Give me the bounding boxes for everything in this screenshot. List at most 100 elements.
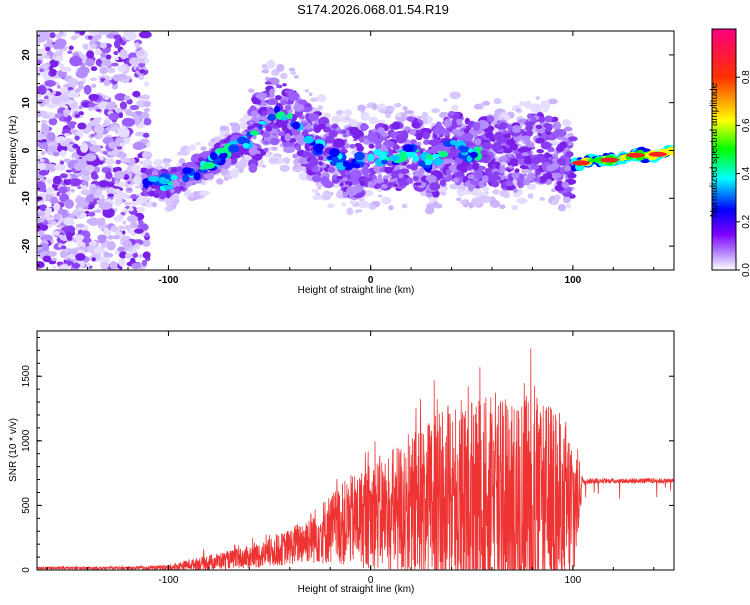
spectrogram-cell	[359, 180, 365, 186]
spectrogram-cell	[327, 203, 335, 209]
spectrogram-cell	[409, 128, 417, 136]
spectrogram-cell	[113, 39, 121, 49]
spectrogram-cell	[526, 114, 534, 118]
spectrogram-cell	[502, 130, 509, 135]
spectrogram-cell	[552, 121, 561, 130]
spectrogram-cell	[123, 95, 131, 101]
spectrogram-cell	[86, 50, 95, 59]
spectrogram-cell	[113, 34, 122, 41]
spectrogram-cell	[344, 108, 353, 117]
spectrogram-cell	[63, 158, 71, 163]
spectrogram-cell	[460, 167, 468, 173]
spectrogram-cell	[411, 121, 420, 128]
spectrogram-cell	[525, 141, 535, 148]
spectrogram-cell	[52, 175, 62, 185]
spectrogram-cell	[250, 110, 259, 118]
spectrogram-cell	[40, 150, 46, 156]
spectrogram-cell	[410, 139, 417, 144]
spectrogram-cell	[80, 142, 89, 153]
spectrogram-cell	[431, 189, 440, 198]
spectrogram-cell	[349, 143, 356, 149]
spectrogram-cell	[132, 141, 145, 151]
spectrogram-cell	[100, 261, 109, 270]
spectrogram-cell	[176, 151, 183, 156]
spectrogram-cell	[509, 143, 519, 151]
spectrogram-cell	[97, 31, 110, 36]
spectrogram-cell	[142, 239, 151, 248]
spectrogram-cell	[182, 167, 192, 175]
spectrogram-cell	[274, 134, 279, 139]
spectrogram-cell	[368, 143, 375, 149]
colorbar-tick-label: 0.6	[741, 118, 750, 132]
spectrogram-cell	[317, 123, 326, 130]
spectrogram-cell	[92, 193, 100, 199]
snr-x-tick-label: -100	[158, 575, 178, 586]
spectrogram-cell	[62, 109, 71, 115]
spectrogram-cell	[202, 162, 216, 170]
spectrogram-cell	[260, 101, 268, 107]
spectrogram-cell	[380, 184, 388, 189]
spectrogram-cell	[276, 128, 281, 132]
spectrogram-cell	[469, 151, 478, 159]
spectrogram-cell	[58, 63, 65, 69]
spectrogram-cell	[102, 207, 115, 218]
spectrogram-cell	[412, 170, 421, 177]
spectrogram-y-ticks: -20 -10 0 10 20	[21, 35, 674, 266]
spectrogram-cell	[562, 118, 572, 127]
spectrogram-cell	[90, 133, 95, 137]
spectrogram-cell	[322, 190, 332, 201]
snr-frame	[36, 330, 675, 571]
spectrogram-cell	[93, 247, 106, 254]
spectrogram-cell	[394, 102, 402, 108]
spectrogram-cell	[292, 122, 301, 130]
spectrogram-cell	[390, 131, 399, 138]
spectrogram-cell	[456, 121, 461, 126]
spectrogram-cell	[105, 181, 112, 187]
spectrogram-cell	[444, 132, 450, 136]
snr-panel: -100 0 100 0 500 1000 1500 Height of straight…	[8, 330, 675, 595]
spectrogram-cell	[279, 164, 290, 172]
spectrogram-cell	[568, 136, 578, 142]
spectrogram-cell	[279, 72, 288, 80]
spectrogram-cell	[421, 111, 429, 120]
spectrogram-cell	[75, 223, 85, 228]
spectrogram-cell	[104, 259, 111, 263]
spectrogram-cell	[170, 188, 175, 193]
snr-x-label: Height of straight line (km)	[298, 584, 415, 595]
spectrogram-cell	[377, 188, 383, 193]
spectrogram-cell	[461, 132, 474, 142]
spectrogram-cell	[193, 171, 201, 181]
spectrogram-cell	[55, 33, 63, 39]
spectrogram-cell	[506, 168, 512, 173]
spectrogram-cell	[75, 253, 86, 261]
spectrogram-cell	[151, 201, 157, 208]
spectrogram-cell	[331, 174, 339, 181]
spectrogram-cell	[432, 126, 444, 136]
spectrogram-cell	[145, 142, 151, 148]
spectrogram-cell	[60, 140, 70, 147]
spectrogram-cell	[282, 83, 287, 87]
spectrogram-cell	[97, 235, 103, 240]
spectrogram-cell	[544, 152, 550, 158]
spectrogram-cell	[244, 150, 249, 155]
spectrogram-cell	[467, 184, 475, 192]
spectrogram-cell	[50, 196, 59, 205]
spectrogram-cell	[418, 160, 426, 167]
spectrogram-cell	[124, 201, 132, 206]
spectrogram-cell	[318, 156, 324, 161]
spectrogram-cell	[493, 97, 502, 105]
spectrogram-cell	[101, 59, 112, 67]
spectrogram-cell	[311, 189, 319, 194]
spectrogram-cell	[248, 146, 258, 156]
spectrogram-cell	[208, 140, 215, 148]
spectrogram-cell	[102, 151, 108, 155]
spectrogram-cell	[492, 164, 496, 169]
spectrogram-y-tick-label: 20	[21, 49, 32, 61]
spectrogram-cell	[263, 140, 269, 144]
spectrogram-cell	[472, 121, 481, 132]
spectrogram-cell	[67, 248, 79, 255]
spectrogram-cell	[116, 214, 124, 220]
spectrogram-cell	[124, 184, 129, 188]
spectrogram-cell	[341, 173, 346, 177]
spectrogram-cell	[374, 200, 381, 208]
